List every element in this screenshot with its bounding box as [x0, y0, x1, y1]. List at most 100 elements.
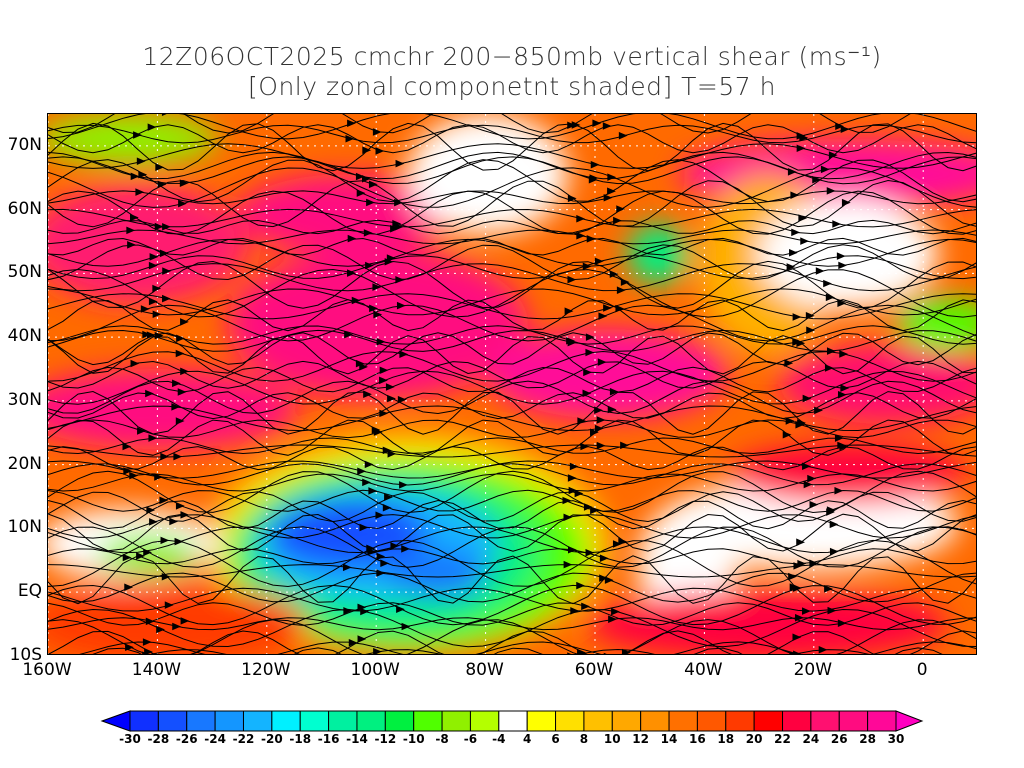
streamline — [48, 584, 976, 626]
streamline — [48, 332, 976, 366]
arrowhead — [616, 205, 626, 213]
streamline — [48, 335, 976, 375]
colorbar-label: 8 — [579, 732, 589, 746]
colorbar-label: -12 — [374, 732, 397, 746]
arrowhead — [618, 131, 628, 140]
y-tick-label: EQ — [17, 581, 42, 602]
colorbar-label: -24 — [204, 732, 226, 746]
colorbar-swatch — [583, 710, 613, 732]
arrowhead — [360, 607, 369, 616]
arrowhead — [826, 347, 836, 355]
streamline — [48, 263, 976, 292]
arrowhead — [366, 198, 375, 207]
arrowhead — [347, 119, 356, 128]
colorbar-label: 20 — [745, 732, 763, 746]
arrowhead — [611, 607, 620, 616]
arrowhead — [345, 135, 355, 143]
arrowhead — [363, 229, 373, 237]
arrowhead — [809, 500, 819, 509]
arrowhead — [375, 511, 385, 519]
arrowhead — [180, 367, 189, 376]
arrowhead — [841, 198, 851, 207]
colorbar-swatch — [356, 710, 386, 732]
arrowhead — [357, 635, 367, 643]
arrowhead — [363, 390, 372, 399]
streamline — [48, 238, 976, 267]
arrowhead — [154, 473, 163, 481]
colorbar-label: -26 — [175, 732, 198, 746]
arrowhead — [178, 199, 187, 208]
arrowhead — [143, 548, 152, 557]
arrowhead — [135, 188, 145, 196]
streamline — [48, 114, 911, 134]
streamline — [48, 514, 976, 539]
arrowhead — [365, 261, 374, 270]
colorbar-label: 10 — [603, 732, 621, 746]
arrowhead — [142, 651, 149, 654]
arrowhead — [795, 420, 805, 429]
x-tick-label: 120W — [241, 660, 291, 680]
arrowhead — [387, 394, 396, 403]
x-tick-label: 20W — [793, 660, 833, 680]
arrowhead — [796, 538, 805, 546]
arrowhead — [376, 569, 386, 577]
streamline — [48, 370, 976, 405]
arrowhead — [793, 584, 802, 592]
arrowhead — [596, 441, 606, 450]
streamline — [48, 190, 976, 205]
arrowhead — [399, 481, 408, 489]
arrowhead — [837, 390, 847, 399]
arrowhead — [368, 180, 378, 189]
streamline — [48, 444, 976, 458]
arrowhead — [148, 261, 158, 270]
arrowhead — [361, 175, 371, 183]
arrowhead — [818, 645, 828, 654]
arrowhead — [567, 652, 572, 654]
arrowhead — [802, 394, 812, 403]
arrowhead — [789, 248, 798, 257]
y-tick-label: 10S — [9, 644, 42, 665]
arrowhead — [126, 226, 136, 235]
arrowhead — [147, 123, 157, 131]
arrowhead — [585, 333, 595, 341]
streamline — [48, 244, 976, 281]
arrowhead — [586, 235, 596, 243]
arrowhead — [784, 359, 794, 367]
arrowhead — [122, 442, 132, 451]
colorbar-label: 26 — [830, 732, 848, 746]
streamline — [48, 288, 976, 316]
arrowhead — [364, 460, 374, 469]
arrowhead — [840, 384, 850, 392]
arrowhead — [577, 648, 586, 654]
streamline — [48, 392, 976, 420]
arrowhead — [607, 173, 617, 181]
arrowhead — [171, 403, 181, 411]
colorbar-swatch — [441, 710, 471, 732]
arrowhead — [791, 228, 801, 237]
arrowhead — [594, 257, 604, 266]
arrowhead — [362, 146, 372, 154]
arrowhead — [608, 615, 617, 623]
colorbar-swatch — [555, 710, 585, 732]
arrowhead — [137, 427, 146, 435]
arrowhead — [839, 350, 849, 358]
arrowhead — [588, 175, 598, 184]
arrowhead — [387, 450, 397, 458]
streamline — [48, 470, 976, 514]
arrowhead — [162, 294, 171, 303]
streamline — [48, 526, 976, 568]
arrowhead — [382, 503, 392, 512]
streamline — [48, 619, 976, 654]
arrowhead — [603, 304, 612, 312]
arrowhead — [807, 474, 817, 483]
x-tick-label: 80W — [465, 660, 504, 680]
arrowhead — [379, 366, 389, 375]
streamline — [48, 539, 976, 588]
arrowhead — [154, 331, 164, 340]
arrowhead — [396, 301, 406, 310]
arrowhead — [824, 364, 834, 372]
streamline — [48, 526, 976, 554]
colorbar-label: 4 — [522, 732, 532, 746]
arrowhead — [175, 502, 185, 510]
colorbar-swatch — [384, 710, 415, 732]
